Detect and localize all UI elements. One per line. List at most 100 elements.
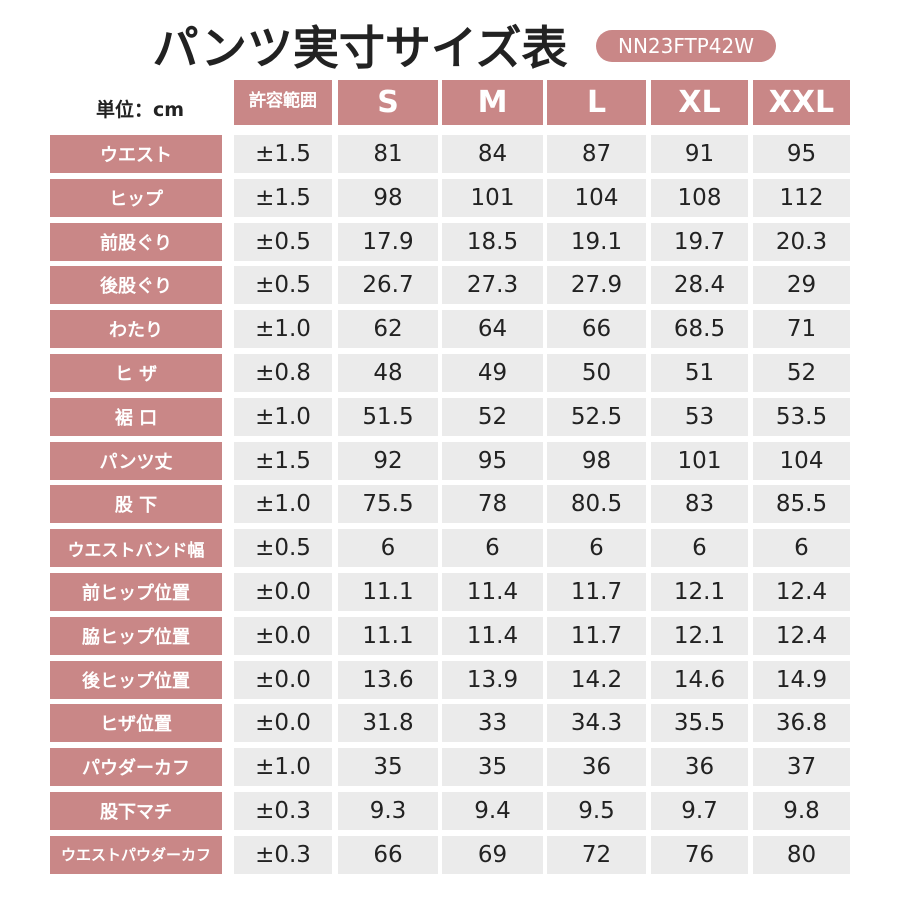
size-cell: 35 [338,748,438,787]
tolerance-cell: ±1.0 [234,397,332,436]
size-cell: 85.5 [753,485,850,524]
size-cell: 80.5 [547,485,646,524]
size-cell: 12.4 [753,573,850,611]
size-cell: 34.3 [547,704,646,743]
size-cell: 66 [338,835,438,874]
unit-label: 単位：cm [95,98,185,121]
row-label: ヒ ザ [50,354,222,392]
size-cell: 95 [753,135,850,173]
size-cell: 28.4 [651,266,748,305]
row-label: 脇ヒップ位置 [50,616,222,655]
tolerance-cell: ±1.5 [234,135,332,173]
tolerance-cell: ±0.0 [234,573,332,611]
size-cell: 52 [753,354,850,392]
column-header: L [547,80,646,125]
size-cell: 92 [338,441,438,480]
product-code: NN23FTP42W [596,30,776,62]
size-cell: 9.7 [651,792,748,830]
row-label: ウエスト [50,135,222,173]
size-cell: 12.1 [651,616,748,655]
size-cell: 112 [753,178,850,217]
size-cell: 14.9 [753,660,850,699]
size-cell: 53 [651,397,748,436]
size-cell: 36 [651,748,748,787]
row-label: 後ヒップ位置 [50,660,222,699]
size-cell: 12.4 [753,616,850,655]
size-cell: 11.7 [547,616,646,655]
row-label: 後股ぐり [50,266,222,305]
size-cell: 37 [753,748,850,787]
row-label: わたり [50,310,222,349]
tolerance-cell: ±1.5 [234,178,332,217]
tolerance-cell: ±0.3 [234,835,332,874]
size-cell: 26.7 [338,266,438,305]
tolerance-cell: ±0.5 [234,529,332,568]
tolerance-cell: ±0.0 [234,660,332,699]
size-cell: 11.4 [442,573,543,611]
row-label: 股 下 [50,485,222,524]
row-label: ウエストパウダーカフ [50,835,222,874]
size-cell: 17.9 [338,222,438,261]
size-cell: 98 [547,441,646,480]
size-cell: 19.1 [547,222,646,261]
size-cell: 33 [442,704,543,743]
size-cell: 108 [651,178,748,217]
size-cell: 6 [651,529,748,568]
size-cell: 12.1 [651,573,748,611]
size-cell: 69 [442,835,543,874]
tolerance-cell: ±0.5 [234,266,332,305]
size-cell: 6 [547,529,646,568]
size-cell: 29 [753,266,850,305]
column-header: 許容範囲 [234,80,332,125]
size-cell: 95 [442,441,543,480]
size-cell: 9.3 [338,792,438,830]
size-cell: 11.4 [442,616,543,655]
size-cell: 35.5 [651,704,748,743]
size-cell: 62 [338,310,438,349]
size-cell: 91 [651,135,748,173]
size-cell: 36 [547,748,646,787]
size-cell: 104 [753,441,850,480]
size-cell: 51.5 [338,397,438,436]
size-cell: 13.6 [338,660,438,699]
tolerance-cell: ±1.0 [234,310,332,349]
row-label: ウエストバンド幅 [50,529,222,568]
tolerance-cell: ±0.8 [234,354,332,392]
size-cell: 53.5 [753,397,850,436]
size-cell: 52 [442,397,543,436]
size-cell: 51 [651,354,748,392]
size-cell: 98 [338,178,438,217]
size-cell: 14.6 [651,660,748,699]
size-cell: 52.5 [547,397,646,436]
size-cell: 6 [442,529,543,568]
size-cell: 6 [753,529,850,568]
size-cell: 87 [547,135,646,173]
tolerance-cell: ±1.0 [234,485,332,524]
size-cell: 101 [651,441,748,480]
size-cell: 11.7 [547,573,646,611]
size-cell: 27.3 [442,266,543,305]
size-cell: 11.1 [338,616,438,655]
tolerance-cell: ±0.5 [234,222,332,261]
size-cell: 66 [547,310,646,349]
tolerance-cell: ±1.0 [234,748,332,787]
size-cell: 20.3 [753,222,850,261]
size-cell: 75.5 [338,485,438,524]
size-cell: 101 [442,178,543,217]
size-cell: 35 [442,748,543,787]
size-cell: 68.5 [651,310,748,349]
tolerance-cell: ±0.0 [234,616,332,655]
size-cell: 48 [338,354,438,392]
size-cell: 31.8 [338,704,438,743]
tolerance-cell: ±1.5 [234,441,332,480]
size-cell: 9.4 [442,792,543,830]
row-label: 股下マチ [50,792,222,830]
size-cell: 27.9 [547,266,646,305]
size-cell: 104 [547,178,646,217]
row-label: 裾 口 [50,397,222,436]
size-cell: 81 [338,135,438,173]
column-header: XL [651,80,748,125]
size-cell: 19.7 [651,222,748,261]
size-cell: 9.5 [547,792,646,830]
